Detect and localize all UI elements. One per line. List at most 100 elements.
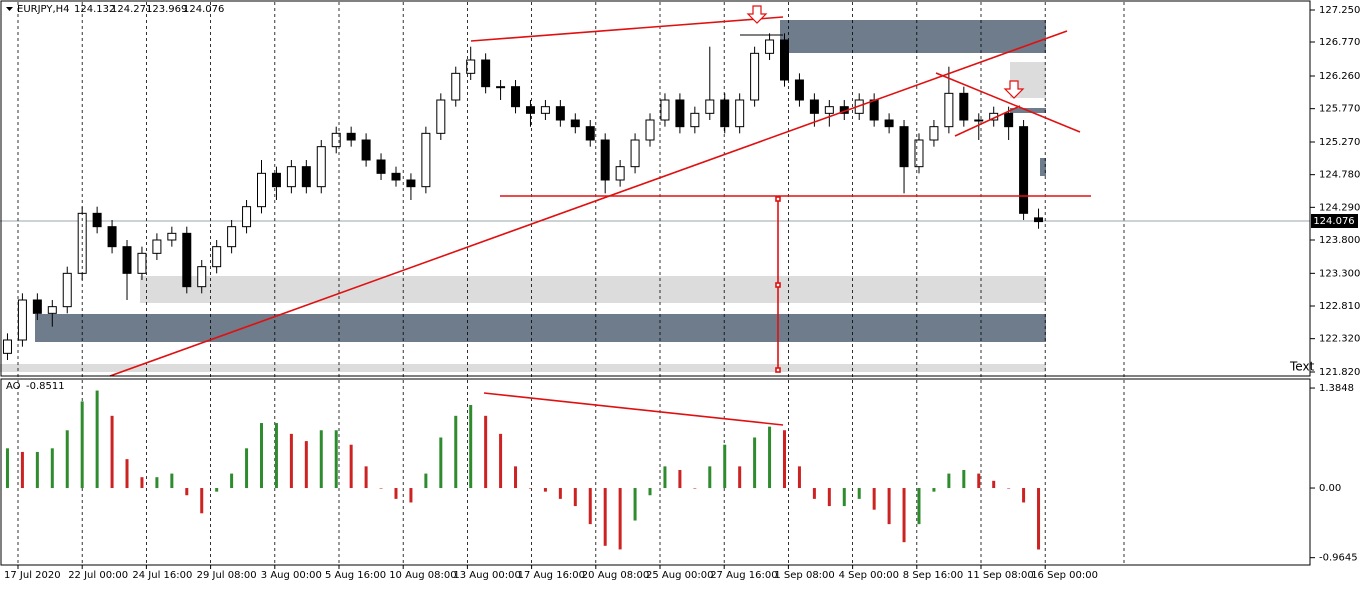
candle-body bbox=[630, 139, 640, 168]
ao-bar bbox=[424, 473, 428, 489]
header-close: 124.076 bbox=[183, 4, 224, 15]
ao-bar bbox=[1022, 488, 1026, 503]
candle-body bbox=[436, 99, 446, 134]
candle-body bbox=[496, 86, 506, 89]
ao-bar bbox=[558, 488, 562, 499]
candle-body bbox=[182, 232, 192, 288]
zone bbox=[0, 364, 1046, 372]
header-high: 124.271 bbox=[111, 4, 152, 15]
y-tick-label: 1.3848 bbox=[1319, 383, 1354, 394]
ao-bar bbox=[110, 415, 114, 489]
candle-body bbox=[227, 226, 237, 248]
x-tick-label: 1 Sep 08:00 bbox=[774, 570, 834, 581]
y-tick-label: 123.300 bbox=[1319, 268, 1360, 279]
candle-body bbox=[451, 72, 461, 101]
ao-bar bbox=[648, 488, 652, 496]
ao-bar bbox=[439, 437, 443, 489]
ao-bar bbox=[215, 488, 219, 492]
candle-body bbox=[466, 59, 476, 74]
candle-body bbox=[914, 139, 924, 168]
ao-bar bbox=[797, 466, 801, 489]
header-low: 123.969 bbox=[146, 4, 187, 15]
zone bbox=[1040, 158, 1046, 176]
ao-bar bbox=[678, 469, 682, 489]
menu-triangle bbox=[6, 7, 13, 11]
ao-bar bbox=[35, 451, 39, 489]
annotation: Text bbox=[1289, 360, 1315, 374]
ao-bar bbox=[514, 466, 518, 489]
trend-line bbox=[954, 105, 1021, 137]
price-tag-label: 124.076 bbox=[1313, 216, 1354, 227]
candle-body bbox=[929, 126, 939, 141]
handle bbox=[775, 282, 781, 288]
price-tag bbox=[1311, 214, 1358, 228]
y-tick-label: -0.9645 bbox=[1319, 553, 1358, 564]
ao-bar bbox=[50, 448, 54, 489]
y-tick-label: 0.00 bbox=[1319, 483, 1341, 494]
ao-bar bbox=[812, 488, 816, 499]
ao-bar bbox=[618, 488, 622, 550]
ao-bar bbox=[842, 488, 846, 507]
divergence-line bbox=[483, 392, 784, 426]
zone bbox=[35, 314, 1046, 342]
ao-bar bbox=[783, 430, 786, 489]
candle-body bbox=[107, 226, 117, 248]
candle-body bbox=[391, 172, 401, 181]
x-tick-label: 29 Jul 08:00 bbox=[197, 570, 257, 581]
candle-body bbox=[615, 166, 625, 181]
x-tick-label: 27 Aug 16:00 bbox=[710, 570, 777, 581]
candle-body bbox=[899, 126, 909, 168]
down-arrow bbox=[1003, 80, 1025, 99]
ao-bar bbox=[977, 473, 981, 489]
ao-bar bbox=[260, 423, 263, 489]
ao-bar bbox=[155, 477, 159, 489]
ao-bar bbox=[543, 488, 547, 492]
ao-bar bbox=[708, 466, 712, 489]
ao-bar bbox=[394, 488, 398, 499]
candle-body bbox=[17, 299, 27, 341]
ao-bar bbox=[334, 430, 338, 489]
ao-bar bbox=[80, 401, 84, 489]
grid bbox=[0, 2, 1310, 565]
ao-bar bbox=[200, 488, 204, 514]
ao-bar bbox=[95, 390, 99, 489]
zone bbox=[780, 20, 1046, 53]
ao-bar bbox=[768, 426, 772, 489]
ao-bar bbox=[140, 477, 144, 489]
candle-body bbox=[2, 339, 12, 354]
candle-body bbox=[959, 92, 969, 121]
candle-body bbox=[765, 39, 775, 54]
x-tick-label: 20 Aug 08:00 bbox=[582, 570, 649, 581]
candle-body bbox=[32, 299, 42, 314]
ao-bar bbox=[723, 444, 727, 489]
candle-body bbox=[869, 99, 879, 121]
candle-body bbox=[242, 206, 252, 228]
ao-bar bbox=[65, 430, 69, 489]
ao-bar bbox=[827, 488, 831, 507]
ao-bar bbox=[528, 488, 532, 489]
candle-body bbox=[376, 159, 386, 174]
candle-body bbox=[271, 172, 281, 188]
ao-bar bbox=[932, 488, 936, 492]
candle-body bbox=[286, 166, 296, 188]
ao-bar bbox=[1037, 488, 1041, 550]
ao-bar bbox=[289, 433, 293, 489]
candle-body bbox=[316, 146, 326, 188]
ao-panel-border bbox=[0, 378, 1311, 566]
candle-body bbox=[540, 106, 550, 114]
candle-body bbox=[570, 119, 580, 128]
candle-body bbox=[555, 106, 565, 121]
candle-body bbox=[406, 179, 416, 188]
y-tick-label: 126.770 bbox=[1319, 37, 1360, 48]
x-tick-label: 16 Sep 00:00 bbox=[1031, 570, 1098, 581]
ao-bar bbox=[693, 488, 697, 489]
trend-line bbox=[470, 16, 784, 42]
x-tick-label: 25 Aug 00:00 bbox=[646, 570, 713, 581]
ao-bar bbox=[753, 437, 757, 489]
symbol-title: EURJPY,H4 bbox=[17, 4, 70, 15]
candle-body bbox=[137, 252, 147, 274]
ao-bar bbox=[245, 448, 249, 489]
ao-bar bbox=[20, 451, 24, 489]
trend-line bbox=[109, 30, 1068, 377]
